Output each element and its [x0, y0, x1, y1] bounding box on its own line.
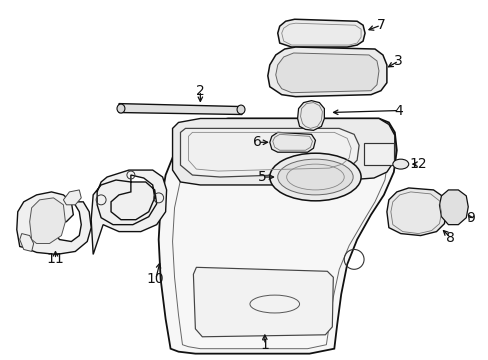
Polygon shape — [297, 100, 324, 130]
Text: 10: 10 — [146, 272, 164, 286]
Polygon shape — [193, 267, 333, 337]
Polygon shape — [269, 132, 315, 152]
Polygon shape — [91, 170, 166, 255]
Bar — [364, 143, 393, 165]
Text: 11: 11 — [46, 252, 64, 266]
Text: 8: 8 — [445, 230, 454, 244]
Text: 3: 3 — [394, 54, 402, 68]
Polygon shape — [180, 129, 358, 177]
Polygon shape — [158, 118, 396, 354]
Polygon shape — [277, 19, 365, 47]
Ellipse shape — [269, 153, 360, 201]
Text: 12: 12 — [409, 157, 427, 171]
Text: 5: 5 — [257, 170, 265, 184]
Polygon shape — [172, 118, 394, 185]
Ellipse shape — [117, 104, 124, 113]
Polygon shape — [17, 192, 91, 255]
Text: 2: 2 — [196, 84, 204, 98]
Polygon shape — [386, 188, 446, 235]
Polygon shape — [20, 234, 34, 251]
Polygon shape — [439, 190, 468, 225]
Polygon shape — [275, 53, 378, 93]
Polygon shape — [119, 104, 242, 114]
Polygon shape — [267, 47, 386, 96]
Text: 1: 1 — [260, 338, 269, 352]
Polygon shape — [30, 198, 65, 243]
Text: 6: 6 — [253, 135, 262, 149]
Ellipse shape — [392, 159, 408, 169]
Ellipse shape — [277, 159, 352, 195]
Text: 7: 7 — [376, 18, 385, 32]
Ellipse shape — [237, 105, 244, 114]
Text: 4: 4 — [394, 104, 402, 118]
Text: 9: 9 — [465, 211, 474, 225]
Polygon shape — [63, 190, 81, 205]
